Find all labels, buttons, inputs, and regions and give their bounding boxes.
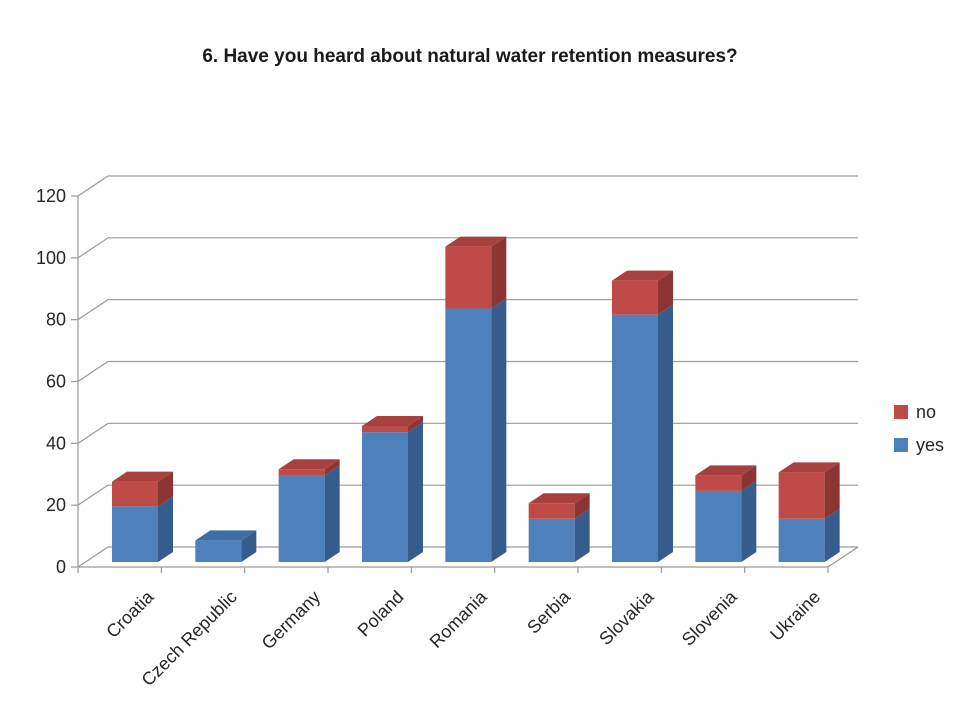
bar-slovenia-top [695,465,757,476]
bar-serbia-yes-side [574,508,590,562]
bar-ukraine-no [778,472,825,519]
bar-romania-yes-side [491,298,507,562]
bar-czech-republic-yes [195,540,242,562]
bar-germany-no-side [324,459,340,476]
bar-ukraine-yes [778,518,825,562]
bar-serbia-yes [528,518,575,562]
bar-ukraine-top [778,462,840,473]
bar-poland-no [362,425,408,433]
bar-serbia-top [528,493,590,504]
bar-germany-no [278,469,325,476]
bar-germany-top [278,459,340,470]
bar-ukraine-yes-side [824,508,840,562]
x-category-label-slovenia: Slovenia [678,586,742,650]
bar-slovakia-no-side [658,270,673,315]
gridline-connector-100 [77,237,109,259]
legend-swatch-yes-icon [894,438,908,452]
x-category-label-romania: Romania [426,586,492,652]
bar-czech-republic-top [195,530,257,541]
bar-slovenia-no-side [741,465,757,491]
y-tick-label-0: 0 [56,557,66,577]
x-category-label-ukraine: Ukraine [766,587,824,645]
bar-ukraine-no-side [824,462,840,519]
gridline-connector-20 [77,484,109,506]
gridline-connector-40 [77,422,109,444]
bar-germany-yes-side [324,465,340,562]
bar-romania-no [445,246,492,309]
bar-germany-yes [278,475,325,562]
bar-croatia-no [112,481,158,507]
legend-label-no: no [916,402,937,422]
bar-czech-republic-yes-side [241,530,257,562]
bar-slovenia-yes [695,490,742,562]
bar-poland-no-side [408,415,423,433]
bar-slovakia-top [612,270,673,281]
y-tick-label-20: 20 [46,495,66,515]
bar-romania-no-side [491,236,507,309]
bar-romania-top [445,236,507,247]
gridline-connector-80 [77,299,109,321]
x-category-label-croatia: Croatia [102,586,158,642]
y-tick-label-120: 120 [36,186,66,206]
bar-slovenia-yes-side [741,480,757,562]
bar-serbia-no-side [574,493,590,519]
x-category-label-slovakia: Slovakia [595,586,658,649]
bar-croatia-no-side [158,471,173,507]
bar-slovenia-no [695,475,742,491]
bar-slovakia-yes [612,314,658,562]
gridline-connector-120 [77,175,109,197]
bar-poland-yes [362,432,408,562]
legend-item-no: no [894,403,944,421]
bar-croatia-yes-side [158,496,173,562]
gridline-connector-60 [77,361,109,382]
legend-label-yes: yes [916,435,945,455]
bar-croatia-yes [112,506,158,562]
bar-croatia-top [112,471,173,482]
y-tick-label-60: 60 [46,372,66,392]
bar-slovakia-yes-side [658,304,673,562]
gridline-connector-0 [77,546,109,568]
chart-title: 6. Have you heard about natural water re… [202,46,738,67]
y-tick-label-80: 80 [46,310,66,330]
bar-slovakia-no [612,280,658,315]
x-category-label-germany: Germany [258,587,324,653]
legend: no yes [894,403,944,454]
floor-right-edge [827,546,859,568]
x-category-label-poland: Poland [354,587,408,641]
bar-poland-top [362,415,423,426]
bar-serbia-no [528,503,575,519]
legend-swatch-no-icon [894,405,908,419]
bar-poland-yes-side [408,422,423,562]
y-tick-label-40: 40 [46,433,66,453]
x-category-label-serbia: Serbia [523,586,575,638]
legend-item-yes: yes [894,436,944,454]
y-tick-label-100: 100 [36,248,66,268]
bar-romania-yes [445,308,492,562]
